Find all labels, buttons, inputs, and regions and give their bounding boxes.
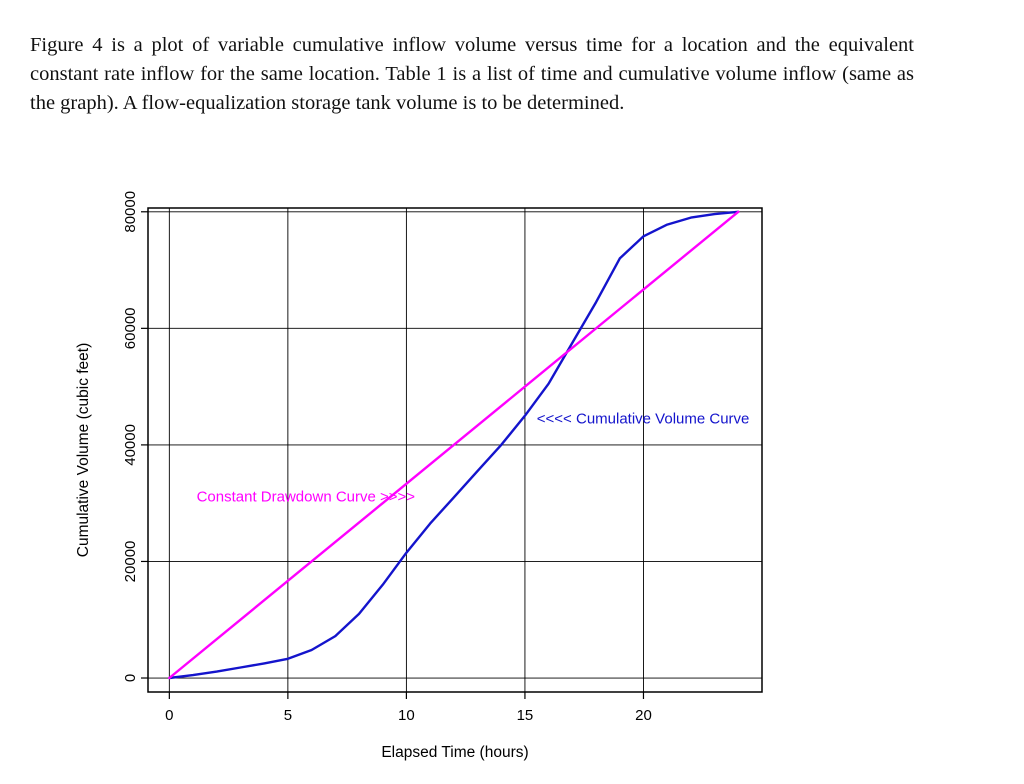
- y-tick-label: 0: [122, 674, 139, 682]
- x-tick-label: 15: [517, 707, 534, 724]
- intro-paragraph: Figure 4 is a plot of variable cumulativ…: [30, 33, 914, 114]
- y-tick-label: 80000: [122, 191, 139, 233]
- x-tick-label: 10: [398, 707, 415, 724]
- annotation-label: <<<< Cumulative Volume Curve: [537, 410, 750, 427]
- series-constant-drawdown-curve: [168, 210, 740, 680]
- x-tick-label: 20: [635, 707, 652, 724]
- series-cumulative-volume-curve: [168, 210, 740, 680]
- y-tick-label: 20000: [122, 541, 139, 583]
- y-axis-title: Cumulative Volume (cubic feet): [75, 343, 92, 558]
- x-tick-label: 5: [284, 707, 292, 724]
- annotation-label: Constant Drawdown Curve >>>>: [197, 488, 416, 505]
- y-tick-label: 60000: [122, 307, 139, 349]
- plot-border: [147, 207, 763, 693]
- x-tick-label: 0: [165, 707, 173, 724]
- x-axis-title: Elapsed Time (hours): [381, 744, 528, 761]
- y-tick-label: 40000: [122, 424, 139, 466]
